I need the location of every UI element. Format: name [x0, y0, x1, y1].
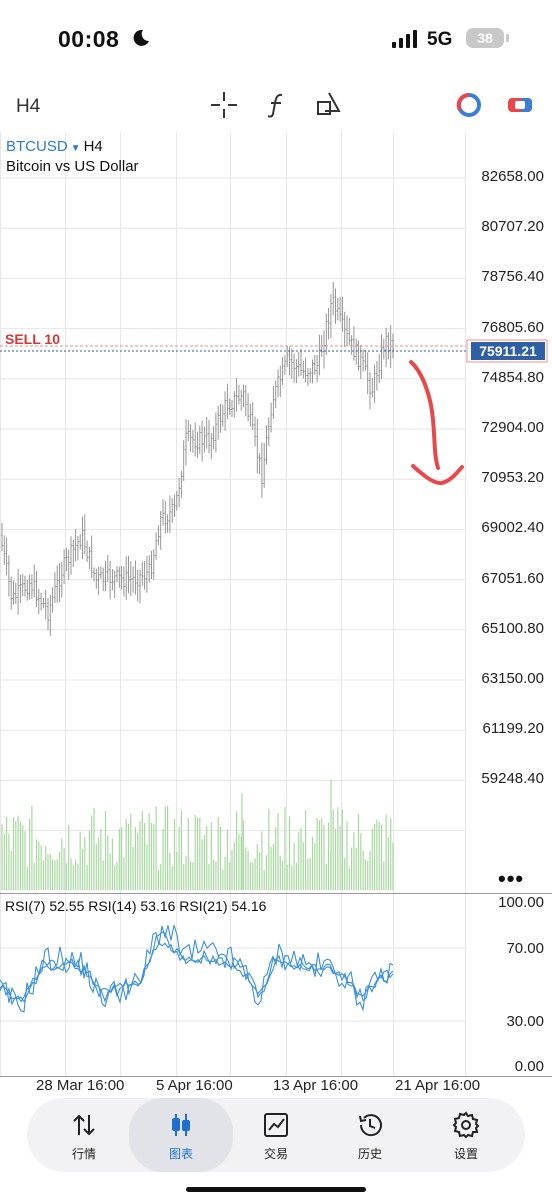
nav-quotes-label: 行情 [71, 1147, 96, 1161]
price-axis-label: 69002.40 [481, 519, 544, 537]
current-price-tag: 75911.21 [471, 342, 545, 360]
timeframe-button[interactable]: H4 [16, 96, 41, 117]
annotation-arrow-shaft [409, 360, 440, 470]
trading-signal-icon[interactable] [455, 91, 483, 119]
rsi-axis-label: 30.00 [506, 1013, 544, 1030]
date-axis-label: 13 Apr 16:00 [273, 1077, 359, 1094]
rsi-line [0, 942, 394, 1003]
nav-settings-label: 设置 [453, 1147, 478, 1161]
quotes-arrows-icon [73, 1114, 95, 1136]
date-axis-label: 5 Apr 16:00 [156, 1077, 233, 1094]
bottom-nav: 行情 图表 交易 历史 设置 [27, 1098, 525, 1172]
rsi-line [0, 931, 394, 1006]
trade-chart-icon [264, 1113, 288, 1137]
nav-chart[interactable]: 图表 [129, 1098, 233, 1172]
battery-icon: 38 [466, 28, 504, 48]
price-axis-label: 76805.60 [481, 318, 544, 336]
status-time: 00:08 [58, 26, 120, 52]
more-options-icon[interactable]: ••• [498, 866, 525, 891]
price-axis-label: 74854.80 [481, 368, 544, 386]
indicators-f-icon[interactable] [262, 90, 292, 120]
date-axis-label: 21 Apr 16:00 [395, 1077, 481, 1094]
price-axis-label: 67051.60 [481, 569, 544, 587]
nav-trade-label: 交易 [263, 1147, 288, 1161]
rsi-axis-label: 70.00 [506, 940, 544, 957]
nav-settings[interactable]: 设置 [417, 1098, 515, 1172]
rsi-title[interactable]: RSI(7) 52.55 RSI(14) 53.16 RSI(21) 54.16 [5, 898, 267, 914]
symbol-name[interactable]: BTCUSD [6, 138, 68, 155]
symbol-timeframe: H4 [83, 138, 103, 155]
date-axis-label: 28 Mar 16:00 [36, 1077, 125, 1094]
network-type: 5G [427, 29, 453, 50]
nav-trade[interactable]: 交易 [227, 1098, 325, 1172]
nav-history-label: 历史 [357, 1147, 382, 1161]
rsi-axis-label: 100.00 [498, 894, 544, 911]
symbol-description: Bitcoin vs US Dollar [6, 158, 139, 175]
price-axis-label: 78756.40 [481, 268, 544, 286]
price-axis-label: 80707.20 [481, 218, 544, 236]
moon-icon [133, 29, 149, 46]
caret-down-icon[interactable]: ▼ [70, 143, 81, 154]
home-indicator [186, 1187, 366, 1192]
chart-area[interactable] [0, 132, 552, 1077]
candlestick-icon [172, 1114, 190, 1136]
objects-shapes-icon[interactable] [314, 90, 344, 120]
status-bar: 00:08 5G 38 [0, 0, 552, 80]
rsi-line [0, 924, 394, 1013]
signal-icon [392, 30, 417, 48]
order-price-box [466, 339, 548, 363]
price-axis-label: 72904.00 [481, 419, 544, 436]
one-click-trade-icon[interactable] [506, 91, 534, 119]
crosshair-icon[interactable] [209, 90, 239, 120]
battery-nub [506, 34, 509, 42]
price-axis-label: 70953.20 [481, 469, 544, 487]
symbol-header: BTCUSD ▼ H4 [6, 138, 103, 155]
nav-history[interactable]: 历史 [321, 1098, 419, 1172]
price-axis-label: 61199.20 [482, 720, 544, 738]
price-axis-label: 65100.80 [481, 619, 544, 637]
nav-chart-label: 图表 [168, 1147, 193, 1161]
price-axis-label: 59248.40 [481, 770, 544, 788]
rsi-axis-label: 0.00 [514, 1058, 544, 1075]
gear-icon [452, 1111, 480, 1139]
price-axis-label: 63150.00 [481, 670, 544, 687]
price-axis-label: 82658.00 [481, 168, 544, 185]
price-chart[interactable] [0, 132, 552, 1077]
history-clock-icon [359, 1114, 382, 1137]
nav-quotes[interactable]: 行情 [35, 1098, 133, 1172]
annotation-arrow-head [411, 464, 464, 486]
order-label[interactable]: SELL 10 [5, 331, 60, 347]
